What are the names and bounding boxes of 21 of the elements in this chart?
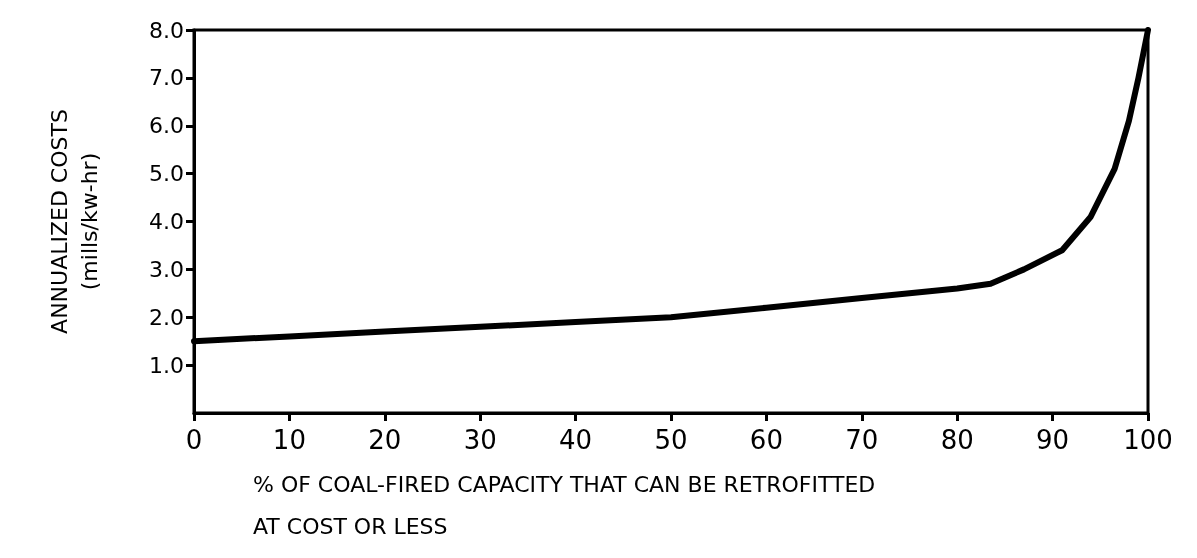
y-tick-label: 5.0 [149, 161, 184, 187]
x-tick-label: 90 [1036, 425, 1070, 455]
x-tick-label: 30 [463, 425, 497, 455]
y-tick-label: 6.0 [149, 113, 184, 139]
x-tick-label: 0 [185, 425, 203, 455]
x-tick-label: 10 [272, 425, 306, 455]
y-tick-label: 3.0 [149, 256, 184, 282]
y-tick-label: 4.0 [149, 209, 184, 234]
x-tick-label: 20 [368, 425, 402, 455]
y-axis-title: ANNUALIZED COSTS (mills/kw-hr) [46, 109, 102, 334]
x-axis-title: % OF COAL-FIRED CAPACITY THAT CAN BE RETROFITTED AT COST OR LESS [253, 471, 876, 539]
y-tick-label: 1.0 [149, 352, 184, 378]
x-tick-label: 80 [940, 425, 974, 455]
x-tick-label: 50 [654, 425, 688, 455]
y-tick-label: 8.0 [149, 17, 184, 43]
x-tick-label: 100 [1123, 425, 1173, 455]
x-tick-label: 70 [845, 425, 879, 455]
y-tick-label: 2.0 [149, 304, 184, 330]
x-tick-label: 60 [749, 425, 783, 455]
x-tick-label: 40 [559, 425, 593, 455]
y-tick-label: 7.0 [149, 65, 184, 91]
